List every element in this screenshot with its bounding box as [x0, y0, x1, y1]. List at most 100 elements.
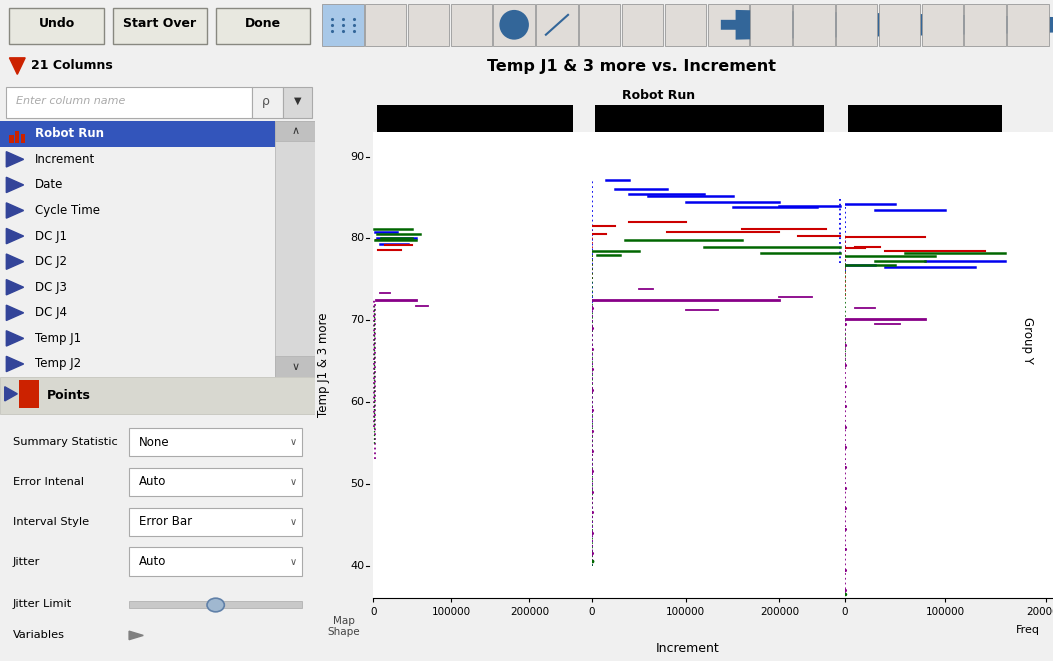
FancyBboxPatch shape — [9, 8, 104, 44]
Text: None: None — [139, 436, 170, 449]
Text: ∨: ∨ — [290, 477, 296, 487]
Text: Enter column name: Enter column name — [16, 96, 125, 106]
Ellipse shape — [499, 10, 529, 40]
Ellipse shape — [207, 598, 224, 612]
Text: 70: 70 — [351, 315, 364, 325]
FancyBboxPatch shape — [130, 508, 302, 536]
FancyBboxPatch shape — [130, 428, 302, 456]
Text: 40: 40 — [351, 561, 364, 570]
FancyBboxPatch shape — [216, 8, 311, 44]
Polygon shape — [6, 229, 23, 244]
Text: ∨: ∨ — [290, 437, 296, 447]
Text: Summary Statistic: Summary Statistic — [13, 437, 117, 447]
Bar — [849, 105, 1042, 132]
Text: Start Over: Start Over — [123, 17, 197, 30]
Text: Robot Run: Robot Run — [622, 89, 695, 102]
Text: 21 Columns: 21 Columns — [32, 59, 114, 72]
Text: 50: 50 — [351, 479, 364, 488]
Text: 80: 80 — [351, 233, 364, 243]
Bar — [130, 602, 302, 608]
Text: Freq: Freq — [1016, 625, 1039, 635]
Bar — [751, 4, 792, 46]
Text: Cycle Time: Cycle Time — [35, 204, 100, 217]
Text: Temp J1 & 3 more: Temp J1 & 3 more — [317, 313, 330, 418]
Bar — [536, 4, 578, 46]
Text: Jitter Limit: Jitter Limit — [13, 599, 72, 609]
Bar — [664, 4, 707, 46]
Polygon shape — [6, 330, 23, 346]
Bar — [408, 4, 450, 46]
Text: Done: Done — [245, 17, 281, 30]
Bar — [595, 105, 823, 132]
Text: ∨: ∨ — [291, 362, 299, 371]
Text: ∧: ∧ — [291, 126, 299, 136]
Text: Auto: Auto — [139, 555, 166, 568]
Text: Group Y: Group Y — [1021, 317, 1034, 364]
Text: Undo: Undo — [39, 17, 75, 30]
Bar — [21, 134, 25, 143]
Text: Temp J1: Temp J1 — [35, 332, 81, 345]
Polygon shape — [6, 177, 23, 192]
Text: Map
Shape: Map Shape — [327, 615, 360, 637]
Text: ρ: ρ — [262, 95, 270, 108]
Text: ▼: ▼ — [294, 96, 301, 106]
Text: Interval Style: Interval Style — [13, 517, 88, 527]
FancyBboxPatch shape — [113, 8, 207, 44]
Bar — [19, 379, 39, 408]
Bar — [622, 4, 663, 46]
Text: Increment: Increment — [656, 642, 720, 655]
Polygon shape — [6, 356, 23, 371]
Text: Auto: Auto — [139, 475, 166, 488]
Bar — [879, 4, 920, 46]
Bar — [15, 131, 19, 143]
Polygon shape — [6, 280, 23, 295]
Text: Increment: Increment — [35, 153, 95, 166]
Bar — [579, 4, 620, 46]
Text: ∨: ∨ — [290, 557, 296, 566]
Bar — [965, 4, 1006, 46]
Bar — [0, 377, 315, 414]
Text: DC J4: DC J4 — [35, 306, 66, 319]
Bar — [1008, 4, 1049, 46]
Polygon shape — [130, 631, 143, 640]
Bar — [708, 4, 749, 46]
Text: 60: 60 — [351, 397, 364, 407]
Text: Temp J1 & 3 more vs. Increment: Temp J1 & 3 more vs. Increment — [486, 59, 776, 73]
Polygon shape — [6, 203, 23, 218]
Bar — [9, 136, 14, 143]
Polygon shape — [6, 254, 23, 269]
Text: ∨: ∨ — [290, 517, 296, 527]
Text: 90: 90 — [351, 152, 364, 162]
Text: Date: Date — [35, 178, 63, 192]
Bar — [793, 4, 835, 46]
Bar — [252, 87, 283, 118]
Text: Error Bar: Error Bar — [139, 515, 192, 528]
Text: Points: Points — [47, 389, 92, 402]
Bar — [276, 121, 315, 377]
Text: Robot Run: Robot Run — [35, 128, 103, 140]
Bar — [451, 4, 492, 46]
Bar — [836, 4, 877, 46]
Bar — [276, 356, 315, 377]
Text: Jitter: Jitter — [13, 557, 40, 566]
Polygon shape — [6, 305, 23, 321]
Bar — [494, 4, 535, 46]
Bar — [276, 121, 315, 141]
Bar — [365, 4, 406, 46]
Text: Temp J2: Temp J2 — [35, 358, 81, 370]
Text: DC J3: DC J3 — [35, 281, 66, 293]
Polygon shape — [6, 151, 23, 167]
FancyArrow shape — [721, 10, 1053, 40]
Text: DC J2: DC J2 — [35, 255, 66, 268]
Bar — [921, 4, 962, 46]
Polygon shape — [4, 387, 17, 401]
FancyBboxPatch shape — [130, 547, 302, 576]
Text: Variables: Variables — [13, 631, 64, 641]
Bar — [0, 121, 276, 147]
Text: Error Intenal: Error Intenal — [13, 477, 83, 487]
Bar — [377, 105, 573, 132]
FancyBboxPatch shape — [6, 87, 252, 118]
FancyBboxPatch shape — [130, 468, 302, 496]
Bar — [322, 4, 363, 46]
Bar — [283, 87, 312, 118]
